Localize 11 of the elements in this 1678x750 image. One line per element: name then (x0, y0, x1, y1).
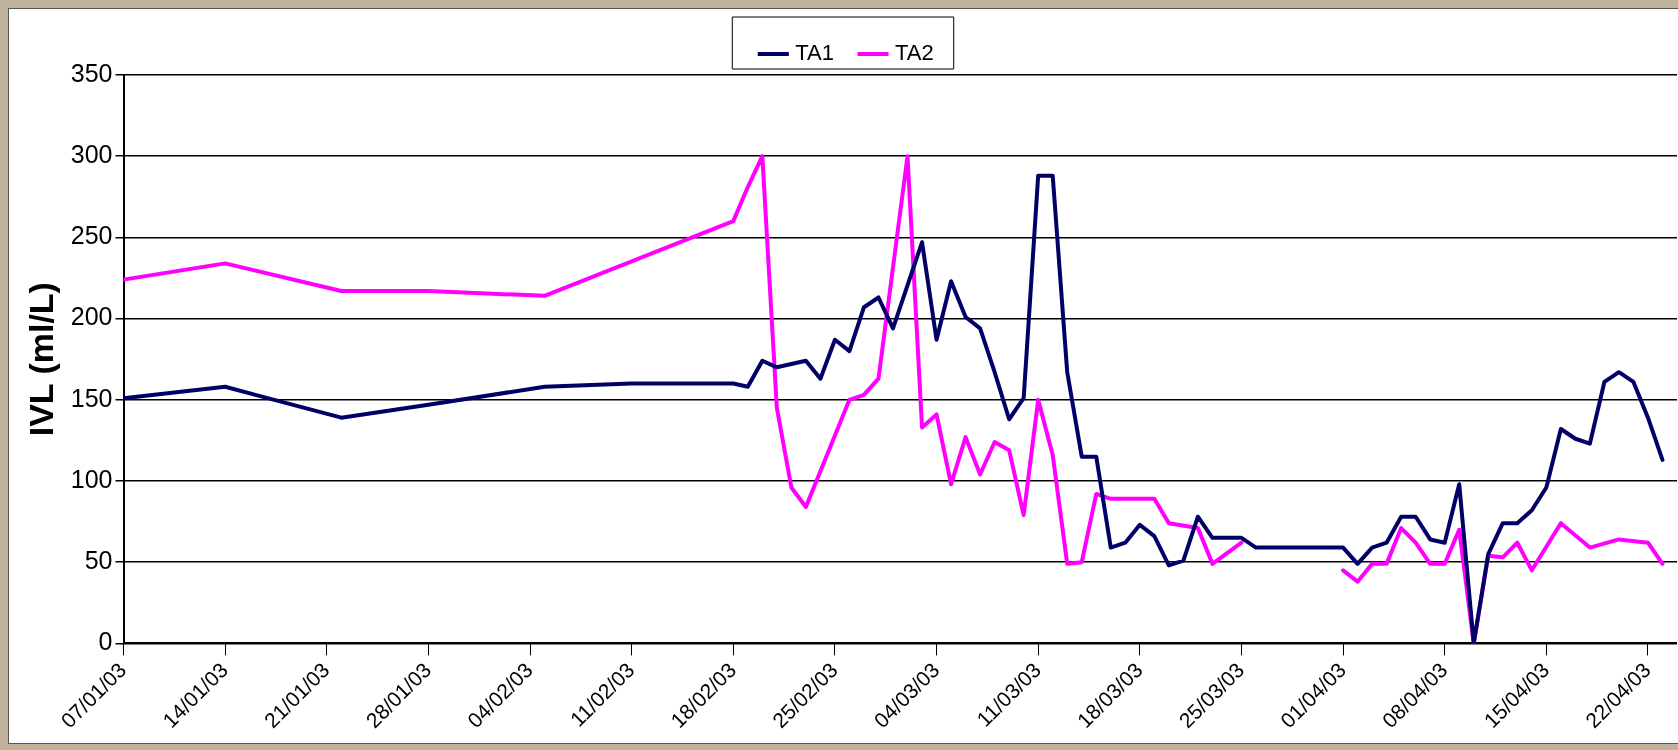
y-tick-label: 350 (70, 58, 113, 87)
y-tick-label: 0 (98, 627, 113, 656)
legend-label: TA1 (795, 40, 834, 66)
y-tick-label: 50 (84, 546, 113, 575)
legend-label: TA2 (895, 40, 934, 66)
y-tick-label: 100 (70, 464, 113, 493)
y-tick-label: 200 (70, 302, 113, 331)
y-tick-label: 250 (70, 221, 113, 250)
y-axis-title: IVL (ml/L) (21, 282, 60, 437)
y-tick-label: 150 (70, 383, 113, 412)
y-tick-label: 300 (70, 140, 113, 169)
